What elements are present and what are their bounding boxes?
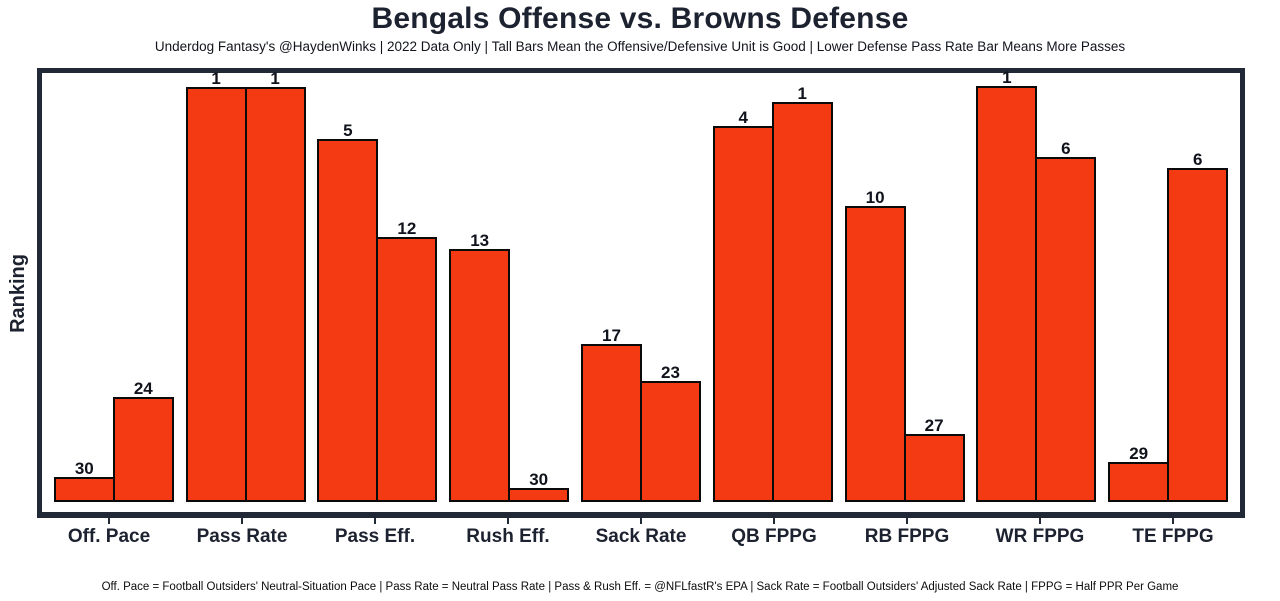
bar-value-label: 13 <box>470 231 490 250</box>
tick-slot <box>447 518 569 524</box>
tick-slot <box>979 518 1101 524</box>
bar: 23 <box>639 364 701 502</box>
bar-value-label: 4 <box>738 108 749 127</box>
tick-slot <box>846 518 968 524</box>
axis-tick <box>1039 518 1041 524</box>
axis-tick <box>773 518 775 524</box>
axis-tick <box>640 518 642 524</box>
footnote: Off. Pace = Football Outsiders' Neutral-… <box>101 581 1179 593</box>
chart-subtitle: Underdog Fantasy's @HaydenWinks | 2022 D… <box>154 39 1126 54</box>
bar-value-label: 1 <box>1002 68 1012 87</box>
bar: 29 <box>1108 445 1170 502</box>
tick-slot <box>713 518 835 524</box>
bar-value-label: 5 <box>343 121 353 140</box>
tick-slot <box>1112 518 1234 524</box>
bar: 6 <box>1035 140 1097 502</box>
tick-slot <box>48 518 170 524</box>
bar: 1 <box>771 85 833 502</box>
bar: 13 <box>449 232 511 502</box>
bar-value-label: 23 <box>661 363 680 382</box>
bar: 5 <box>317 122 379 502</box>
bar-value-label: 17 <box>602 326 621 345</box>
bar-value-label: 1 <box>211 69 221 88</box>
category-label: RB FPPG <box>864 526 950 547</box>
axis-tick <box>108 518 110 524</box>
bar: 27 <box>903 417 965 502</box>
category-label: Pass Rate <box>196 526 288 547</box>
bar-value-label: 6 <box>1192 150 1203 169</box>
y-axis: Ranking <box>6 68 30 518</box>
tick-slot <box>181 518 303 524</box>
category-label: Sack Rate <box>595 526 687 547</box>
bar-value-label: 30 <box>529 470 549 489</box>
bar-value-label: 1 <box>270 69 280 88</box>
bar-value-label: 29 <box>1129 444 1149 463</box>
bar: 30 <box>53 460 115 502</box>
tick-slot <box>580 518 702 524</box>
bar-value-label: 30 <box>74 459 94 478</box>
category-label: Off. Pace <box>67 526 151 547</box>
axis-tick <box>906 518 908 524</box>
axis-tick <box>507 518 509 524</box>
axis-tick <box>374 518 376 524</box>
axis-tick <box>1172 518 1174 524</box>
bar-groups-container: 30 24 1 1 5 12 13 30 17 23 4 1 10 27 1 6 29 6 <box>42 69 1240 502</box>
bar: 12 <box>376 220 438 502</box>
category-label: Pass Eff. <box>334 526 416 547</box>
bar-group: 30 24 <box>53 380 174 502</box>
bar-group: 5 12 <box>317 122 438 502</box>
bar-value-label: 6 <box>1061 139 1071 158</box>
bar: 24 <box>112 380 174 502</box>
bar: 30 <box>508 471 570 502</box>
bar-value-label: 12 <box>397 219 417 238</box>
bar-value-label: 10 <box>865 188 885 207</box>
bar-group: 10 27 <box>844 189 965 502</box>
bar: 4 <box>712 109 774 502</box>
category-label: QB FPPG <box>731 526 817 547</box>
bar-value-label: 27 <box>924 416 944 435</box>
bar-value-label: 1 <box>797 84 808 103</box>
bar: 1 <box>185 70 247 502</box>
bar: 1 <box>244 70 306 502</box>
x-axis-ticks <box>37 518 1245 524</box>
chart-title: Bengals Offense vs. Browns Defense <box>371 2 909 35</box>
bar: 1 <box>976 69 1038 502</box>
bar-group: 17 23 <box>580 327 701 502</box>
plot-area: 30 24 1 1 5 12 13 30 17 23 4 1 10 27 1 6 29 6 <box>37 68 1245 518</box>
chart-area: 30 24 1 1 5 12 13 30 17 23 4 1 10 27 1 6 29 6 Off. Pace Pa… <box>37 68 1245 568</box>
x-axis-labels: Off. Pace Pass Rate Pass Eff. Rush Eff. Sack… <box>37 526 1245 548</box>
bar: 17 <box>580 327 642 502</box>
bar-group: 13 30 <box>449 232 570 502</box>
bar-value-label: 24 <box>133 379 153 398</box>
category-label: WR FPPG <box>995 526 1085 547</box>
category-label: TE FPPG <box>1132 526 1214 547</box>
axis-tick <box>241 518 243 524</box>
bar: 6 <box>1167 151 1229 502</box>
bar: 10 <box>844 189 906 502</box>
bar-group: 29 6 <box>1108 151 1229 502</box>
category-label: Rush Eff. <box>466 526 550 547</box>
y-axis-label: Ranking <box>6 253 29 333</box>
tick-slot <box>314 518 436 524</box>
